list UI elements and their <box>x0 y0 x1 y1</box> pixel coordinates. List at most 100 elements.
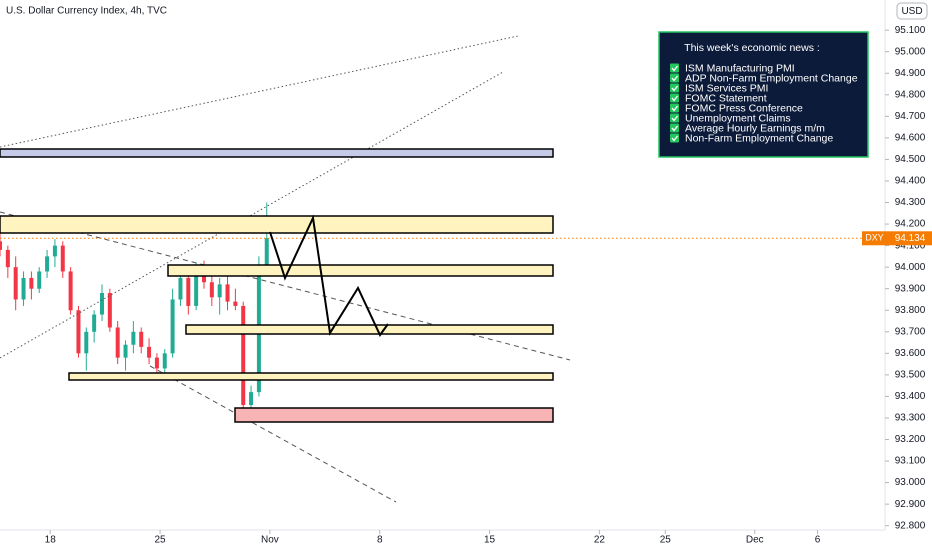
zone <box>167 264 554 277</box>
check-box <box>670 73 679 83</box>
trend-line <box>0 71 504 359</box>
y-tick-label: 94.400 <box>895 176 926 187</box>
y-tick-label: 93.000 <box>895 477 926 488</box>
candle-body <box>68 271 73 311</box>
candle-body <box>45 256 50 272</box>
check-mark <box>671 75 679 82</box>
check-mark <box>671 105 679 112</box>
x-tick-label: 25 <box>154 535 166 546</box>
check-mark <box>671 95 679 102</box>
y-tick-label: 94.100 <box>895 240 926 251</box>
news-item: Average Hourly Earnings m/m <box>685 122 825 134</box>
x-tick-label: 8 <box>377 535 383 546</box>
x-tick-label: Dec <box>746 535 764 546</box>
x-tick-label: Nov <box>261 535 279 546</box>
projection-path <box>269 214 389 337</box>
last-price-box <box>887 231 932 246</box>
check-mark <box>671 65 679 72</box>
news-item: FOMC Statement <box>685 92 767 104</box>
news-box-frame <box>658 31 869 158</box>
check-box <box>670 113 679 123</box>
check-box <box>670 93 679 103</box>
x-tick-label: 15 <box>484 535 496 546</box>
check-box <box>670 63 679 73</box>
check-box <box>670 103 679 113</box>
candle-body <box>92 314 97 332</box>
currency-button[interactable] <box>896 2 928 20</box>
trend-line <box>0 35 519 148</box>
y-tick-label: 94.700 <box>895 111 926 122</box>
candle-body <box>13 267 18 300</box>
candle-body <box>186 277 191 306</box>
y-tick-label: 93.700 <box>895 326 926 337</box>
candle-body <box>60 245 65 272</box>
candle-body <box>21 277 26 300</box>
x-tick-label: 22 <box>594 535 606 546</box>
news-box-title: This week's economic news : <box>684 42 820 54</box>
candle-body <box>0 241 2 250</box>
news-item: ADP Non-Farm Employment Change <box>685 72 858 84</box>
check-mark <box>671 125 679 132</box>
x-tick-label: 18 <box>45 535 57 546</box>
y-tick-label: 94.500 <box>895 154 926 165</box>
candle-body <box>264 238 269 268</box>
candle-body <box>115 327 120 358</box>
y-tick-label: 92.900 <box>895 499 926 510</box>
y-tick-label: 92.800 <box>895 520 926 531</box>
candle-body <box>162 353 167 369</box>
chart-title: U.S. Dollar Currency Index, 4h, TVC <box>6 6 167 17</box>
y-tick-label: 93.100 <box>895 456 926 467</box>
y-tick-label: 95.100 <box>895 25 926 36</box>
candle-body <box>209 282 214 298</box>
y-tick-label: 94.600 <box>895 133 926 144</box>
x-tick-label: 6 <box>815 535 821 546</box>
y-tick-label: 93.600 <box>895 348 926 359</box>
check-box <box>670 123 679 133</box>
check-mark <box>671 115 679 122</box>
check-mark <box>671 85 679 92</box>
currency-button-label[interactable]: USD <box>901 6 922 17</box>
candle-body <box>139 331 144 347</box>
candle-body <box>147 346 152 358</box>
candle-body <box>233 301 238 306</box>
candle-body <box>170 299 175 354</box>
candle-body <box>123 344 128 358</box>
news-item: ISM Manufacturing PMI <box>685 62 795 74</box>
candle-body <box>29 277 34 289</box>
candle-body <box>217 284 222 298</box>
y-tick-label: 94.300 <box>895 197 926 208</box>
candle-body <box>194 267 199 306</box>
y-tick-label: 93.900 <box>895 283 926 294</box>
check-box <box>670 83 679 93</box>
price-axis <box>885 0 932 550</box>
news-item: Unemployment Claims <box>685 112 791 124</box>
zone <box>68 372 554 381</box>
y-tick-label: 95.000 <box>895 46 926 57</box>
zone <box>0 148 554 158</box>
candle-body <box>52 245 57 257</box>
news-item: ISM Services PMI <box>685 82 768 94</box>
last-price-label: 94.134 <box>895 233 926 244</box>
candle-body <box>37 271 42 289</box>
y-tick-label: 94.800 <box>895 89 926 100</box>
check-mark <box>671 135 679 142</box>
news-box: This week's economic news : ISM Manufact… <box>658 31 869 158</box>
candle-body <box>241 305 246 406</box>
check-box <box>670 133 679 143</box>
y-tick-label: 94.000 <box>895 262 926 273</box>
candle-body <box>131 331 136 345</box>
candle-body <box>154 357 159 369</box>
symbol-tag: DXY <box>865 233 884 243</box>
y-tick-label: 93.500 <box>895 370 926 381</box>
zone <box>0 215 554 234</box>
candle-body <box>225 284 230 302</box>
y-tick-label: 93.400 <box>895 391 926 402</box>
y-tick-label: 93.200 <box>895 434 926 445</box>
news-item: FOMC Press Conference <box>685 102 803 114</box>
drawings <box>0 35 571 503</box>
candle-body <box>5 249 10 268</box>
candle-body <box>249 392 254 406</box>
y-tick-label: 93.800 <box>895 305 926 316</box>
x-tick-label: 25 <box>660 535 672 546</box>
